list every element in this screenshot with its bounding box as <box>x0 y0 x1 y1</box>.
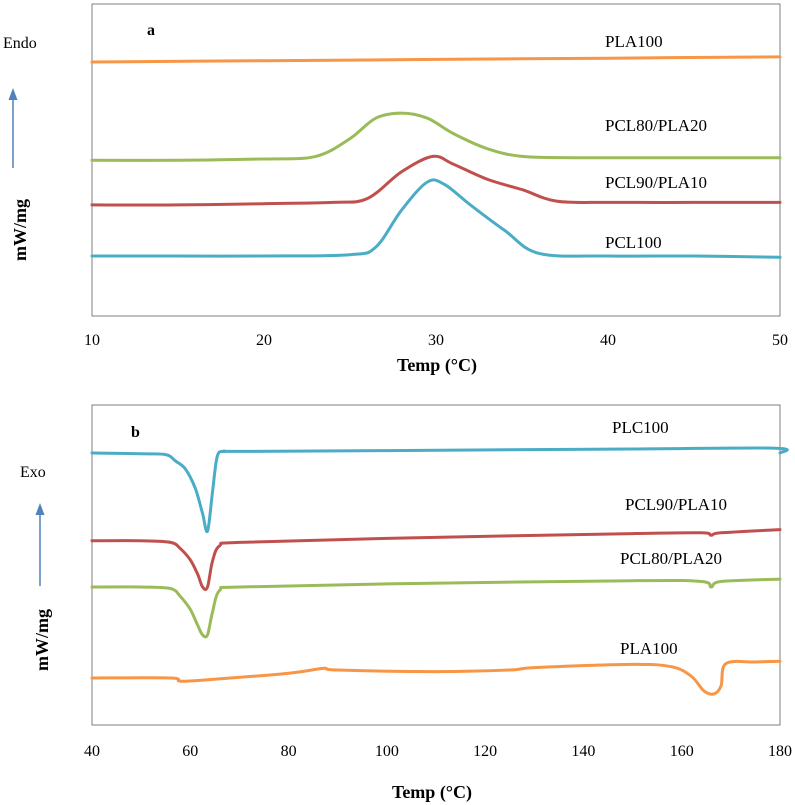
series-line-pcl90-pla10 <box>90 154 782 207</box>
x-tick-label: 100 <box>375 743 399 760</box>
panel-a-x-axis-title: Temp (°C) <box>397 355 477 376</box>
x-tick-label: 160 <box>670 743 694 760</box>
panel-b: b Exo mW/mg Temp (°C) 40 60 80 100 120 140 160… <box>20 404 792 803</box>
panel-b-x-axis-title: Temp (°C) <box>392 782 472 803</box>
x-tick-label: 30 <box>428 332 444 349</box>
panel-b-series-label-pcl80-pla20: PCL80/PLA20 <box>620 549 722 568</box>
panel-a-series-label-pla100: PLA100 <box>605 32 663 51</box>
panel-a-series-labels: PLA100 PCL80/PLA20 PCL90/PLA10 PCL100 <box>605 32 707 252</box>
panel-b-frame <box>91 404 781 726</box>
panel-a-curves <box>90 55 782 259</box>
x-tick-label: 120 <box>473 743 497 760</box>
panel-b-series-labels: PLC100 PCL90/PLA10 PCL80/PLA20 PLA100 <box>612 418 727 658</box>
series-line-pcl80-pla20 <box>90 577 782 639</box>
series-line-pcl90-pla10 <box>90 528 782 591</box>
panel-b-letter: b <box>131 424 140 441</box>
x-tick-label: 80 <box>281 743 297 760</box>
series-line-plc100 <box>90 446 789 534</box>
panel-a-y-axis-title: mW/mg <box>10 199 30 261</box>
series-line-pcl80-pla20 <box>90 111 782 162</box>
series-line-pla100 <box>90 55 782 64</box>
panel-b-curves <box>90 446 789 696</box>
x-tick-label: 20 <box>256 332 272 349</box>
series-line-pla100 <box>90 659 782 696</box>
series-line-pcl100 <box>90 178 782 259</box>
x-tick-label: 140 <box>571 743 595 760</box>
panel-a: a Endo mW/mg Temp (°C) 10 20 30 40 50 PLA100… <box>3 3 788 376</box>
panel-a-series-label-pcl100: PCL100 <box>605 233 662 252</box>
panel-a-x-tick-labels: 10 20 30 40 50 <box>84 332 788 349</box>
panel-b-direction-label: Exo <box>20 464 46 481</box>
panel-a-letter: a <box>147 22 155 39</box>
panel-b-direction-arrow <box>35 503 45 586</box>
panel-a-series-label-pcl80-pla20: PCL80/PLA20 <box>605 116 707 135</box>
x-tick-label: 50 <box>772 332 788 349</box>
panel-b-x-tick-labels: 40 60 80 100 120 140 160 180 <box>84 743 792 760</box>
panel-b-series-label-plc100: PLC100 <box>612 418 669 437</box>
panel-b-y-axis-title: mW/mg <box>32 609 52 671</box>
panel-a-direction-arrow <box>8 88 18 168</box>
x-tick-label: 60 <box>182 743 198 760</box>
panel-a-direction-label: Endo <box>3 35 37 52</box>
x-tick-label: 40 <box>600 332 616 349</box>
x-tick-label: 40 <box>84 743 100 760</box>
panel-a-series-label-pcl90-pla10: PCL90/PLA10 <box>605 173 707 192</box>
x-tick-label: 180 <box>768 743 792 760</box>
panel-b-series-label-pla100: PLA100 <box>620 639 678 658</box>
x-tick-label: 10 <box>84 332 100 349</box>
panel-b-series-label-pcl90-pla10: PCL90/PLA10 <box>625 495 727 514</box>
